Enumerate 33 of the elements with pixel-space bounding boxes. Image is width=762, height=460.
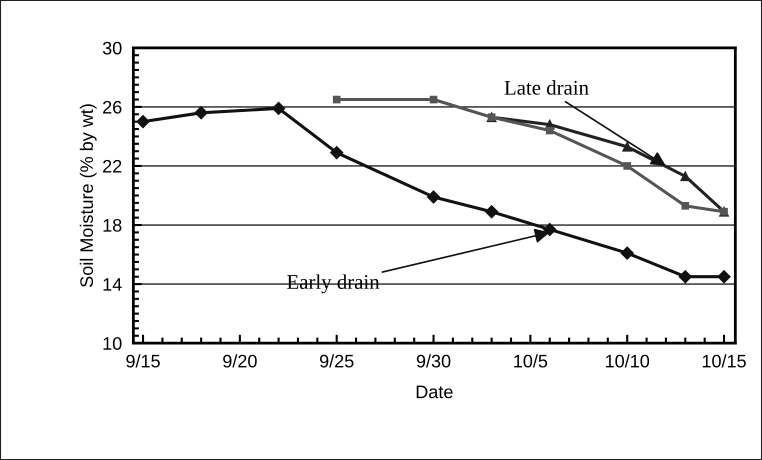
y-tick-label: 30	[102, 42, 122, 55]
x-tick-label: 10/15	[702, 354, 746, 368]
y-axis-title: Soil Moisture (% by wt)	[80, 104, 97, 287]
y-tick-label: 10	[104, 337, 122, 350]
y-tick-label: 22	[103, 160, 122, 173]
point	[546, 126, 554, 134]
annotation: Late drain	[504, 80, 589, 95]
point	[194, 106, 208, 120]
x-tick-label: 9/30	[416, 354, 450, 368]
point	[678, 270, 692, 284]
point	[622, 142, 632, 152]
y-tick-label: 18	[104, 218, 122, 232]
point	[272, 102, 286, 115]
point	[620, 246, 634, 260]
point	[543, 222, 556, 236]
point	[485, 205, 498, 218]
x-axis-title: Date	[416, 386, 453, 398]
point	[332, 96, 341, 104]
x-tick-label: 10/10	[606, 354, 650, 368]
x-tick-label: 9/15	[126, 354, 160, 368]
point	[426, 190, 440, 204]
y-tick-label: 14	[104, 278, 122, 291]
point	[430, 96, 438, 104]
x-tick-label: 9/20	[223, 354, 257, 368]
point	[717, 270, 731, 284]
point	[330, 146, 344, 160]
x-tick-label: 10/5	[514, 354, 548, 368]
point	[680, 171, 690, 182]
point	[623, 162, 632, 170]
y-tick-label: 26	[103, 100, 122, 114]
point	[136, 115, 150, 128]
point	[681, 202, 690, 210]
x-tick-label: 9/25	[320, 354, 354, 368]
